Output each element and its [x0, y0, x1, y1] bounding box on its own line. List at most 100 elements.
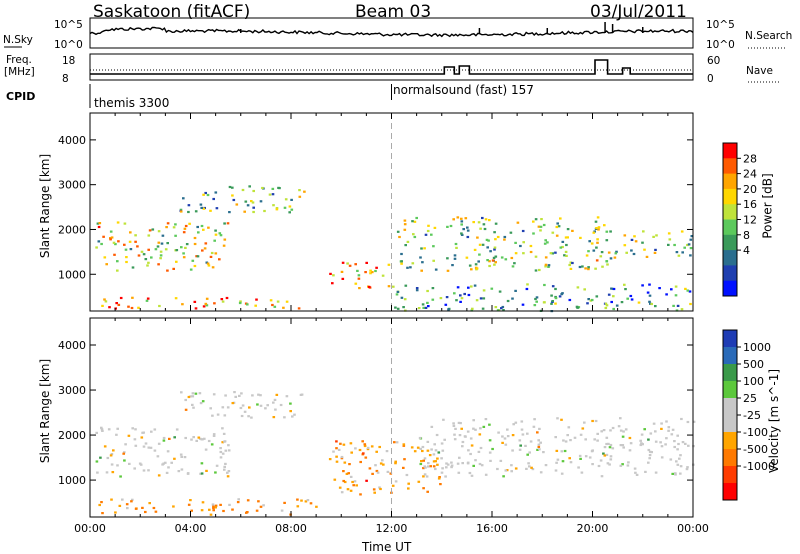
colorbar-swatch	[723, 173, 737, 190]
echo-cell	[676, 448, 679, 451]
echo-cell	[494, 238, 497, 241]
echo-cell	[439, 483, 442, 486]
echo-cell	[537, 443, 541, 446]
echo-cell	[175, 249, 179, 252]
freq-top-tick: 18	[62, 55, 76, 67]
echo-cell	[369, 269, 372, 272]
echo-cell	[98, 222, 102, 225]
echo-cell	[579, 433, 583, 436]
echo-cell	[489, 459, 492, 462]
echo-cell	[375, 469, 379, 473]
echo-cell	[596, 216, 600, 219]
echo-cell	[461, 445, 464, 448]
nave-top-tick: 60	[707, 55, 721, 67]
echo-cell	[514, 467, 518, 470]
echo-cell	[641, 241, 644, 244]
echo-cell	[607, 251, 611, 254]
echo-cell	[146, 297, 150, 300]
echo-cell	[231, 194, 234, 197]
echo-cell	[403, 298, 407, 301]
echo-cell	[300, 499, 303, 502]
echo-cell	[649, 432, 653, 435]
echo-cell	[457, 421, 461, 424]
echo-cell	[429, 465, 432, 468]
echo-cell	[658, 287, 661, 290]
echo-cell	[679, 465, 683, 468]
echo-cell	[577, 466, 580, 469]
echo-cell	[423, 247, 426, 250]
echo-cell	[350, 451, 353, 454]
echo-cell	[676, 304, 680, 307]
echo-cell	[482, 289, 486, 292]
echo-cell	[609, 230, 612, 233]
echo-cell	[623, 234, 627, 237]
echo-cell	[420, 269, 423, 272]
echo-cell	[136, 245, 139, 248]
echo-cell	[440, 471, 444, 474]
echo-cell	[482, 425, 486, 428]
echo-cell	[437, 451, 441, 454]
echo-cell	[518, 448, 522, 451]
echo-cell	[219, 456, 223, 459]
echo-cell	[609, 429, 612, 432]
echo-cell	[137, 306, 140, 309]
echo-cell	[453, 438, 457, 441]
echo-cell	[432, 460, 436, 463]
echo-cell	[332, 450, 335, 453]
echo-cell	[564, 236, 568, 239]
echo-cell	[587, 268, 590, 271]
echo-cell	[161, 463, 164, 466]
nsearch-label: N.Search	[745, 30, 793, 42]
echo-cell	[525, 467, 528, 470]
echo-cell	[100, 242, 103, 246]
echo-cell	[470, 285, 473, 288]
cpid-segment-1: themis 3300	[94, 96, 170, 110]
echo-cell	[514, 421, 518, 424]
echo-cell	[191, 392, 195, 395]
echo-cell	[447, 308, 450, 311]
echo-cell	[115, 302, 118, 305]
echo-cell	[222, 509, 225, 513]
echo-cell	[608, 463, 611, 466]
echo-cell	[134, 234, 137, 237]
echo-cell	[403, 223, 407, 226]
echo-cell	[445, 296, 449, 299]
colorbar-swatch	[723, 347, 737, 365]
echo-cell	[488, 264, 491, 268]
echo-cell	[341, 277, 345, 280]
echo-cell	[594, 267, 597, 270]
echo-cell	[346, 488, 350, 491]
echo-cell	[116, 221, 120, 224]
echo-cell	[460, 217, 463, 220]
echo-cell	[426, 490, 429, 493]
echo-cell	[342, 470, 345, 473]
echo-cell	[584, 267, 587, 270]
colorbar-swatch	[723, 280, 737, 297]
echo-cell	[473, 248, 477, 251]
echo-cell	[187, 204, 191, 207]
echo-cell	[194, 307, 198, 310]
echo-cell	[603, 446, 607, 449]
echo-cell	[275, 393, 279, 396]
echo-cell	[206, 262, 210, 265]
echo-cell	[486, 259, 489, 262]
echo-cell	[381, 274, 385, 277]
echo-cell	[665, 293, 668, 296]
echo-cell	[180, 468, 184, 471]
echo-cell	[404, 284, 408, 287]
echo-cell	[96, 471, 99, 474]
echo-cell	[494, 306, 498, 309]
echo-cell	[423, 473, 427, 476]
echo-cell	[271, 193, 275, 196]
echo-cell	[365, 261, 368, 264]
echo-cell	[679, 454, 682, 457]
echo-cell	[433, 443, 436, 446]
echo-cell	[637, 301, 641, 304]
echo-cell	[496, 235, 500, 239]
echo-cell	[306, 499, 310, 502]
echo-cell	[506, 435, 510, 438]
echo-cell	[246, 204, 250, 207]
echo-cell	[269, 299, 273, 302]
echo-cell	[205, 297, 209, 300]
echo-cell	[554, 297, 558, 300]
